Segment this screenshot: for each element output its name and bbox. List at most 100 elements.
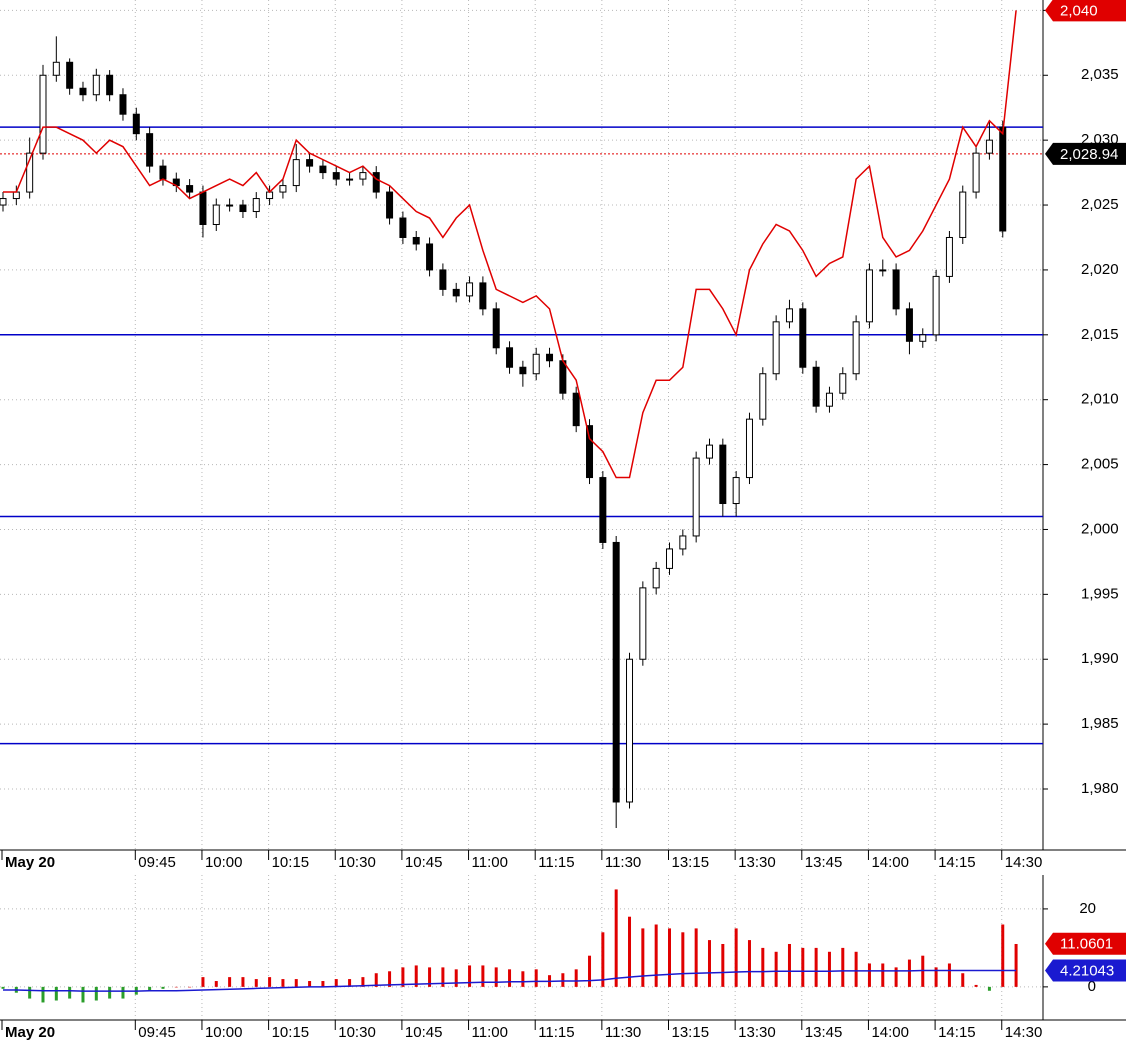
x-tick-label: 10:15	[272, 1024, 310, 1041]
candle-body	[412, 236, 420, 245]
x-tick-label: 14:30	[1005, 1024, 1043, 1041]
x-tick-label: 10:45	[405, 854, 443, 871]
histogram-bar	[734, 928, 738, 987]
histogram-bar	[694, 928, 698, 987]
price-tag	[1045, 142, 1126, 165]
candle-body	[532, 353, 540, 375]
histogram-bar	[707, 940, 711, 987]
y-tick-label: 1,980	[1081, 780, 1119, 797]
candle-body	[919, 334, 927, 342]
histogram-bar	[1001, 924, 1005, 987]
y-tick-label: 2,000	[1081, 520, 1119, 537]
histogram-bar	[481, 965, 485, 987]
histogram-bar	[867, 963, 871, 987]
histogram-bar	[188, 986, 192, 988]
histogram-bar	[521, 971, 525, 987]
histogram-bar	[468, 965, 472, 987]
x-tick-label: 09:45	[138, 1024, 176, 1041]
candle-body	[799, 308, 807, 368]
candle-body	[26, 152, 34, 193]
candle-body	[439, 269, 447, 290]
candle-body	[679, 535, 687, 550]
candle-body	[226, 204, 234, 207]
candle-body	[719, 444, 727, 505]
candle-body	[319, 165, 327, 174]
candle-body	[0, 198, 7, 206]
x-tick-label: 10:15	[272, 854, 310, 871]
x-tick-label: 11:15	[538, 1024, 574, 1041]
candle-body	[999, 126, 1007, 232]
price-tag	[1045, 932, 1126, 955]
overlay-line	[3, 10, 1017, 479]
price-tag	[1045, 0, 1126, 22]
histogram-bar	[41, 986, 45, 1003]
candle-body	[399, 217, 407, 238]
histogram-bar	[321, 981, 325, 987]
price-tag-label: 2,040	[1060, 2, 1098, 19]
candle-body	[119, 94, 127, 115]
histogram-bar	[161, 986, 165, 989]
histogram-bar	[94, 986, 98, 1001]
histogram-bar	[361, 977, 365, 987]
candle-body	[66, 61, 74, 89]
candle-body	[932, 275, 940, 336]
candle-body	[959, 191, 967, 238]
candle-body	[812, 366, 820, 407]
y-tick-label: 2,025	[1081, 196, 1119, 213]
histogram-bar	[588, 955, 592, 987]
histogram-bar	[68, 986, 72, 999]
histogram-bar	[614, 889, 618, 987]
candle-body	[492, 308, 500, 349]
histogram-bar	[148, 986, 152, 991]
histogram-bar	[534, 969, 538, 987]
candle-body	[879, 269, 887, 272]
histogram-bar	[761, 947, 765, 987]
histogram-bar	[747, 940, 751, 987]
histogram-bar	[601, 932, 605, 987]
candle-body	[212, 204, 220, 226]
histogram-bar	[121, 986, 125, 999]
histogram-bar	[854, 951, 858, 987]
candle-body	[972, 152, 980, 193]
histogram-bar	[961, 973, 965, 987]
histogram-bar	[894, 967, 898, 987]
histogram-bar	[214, 981, 218, 987]
x-tick-label: 11:15	[538, 854, 574, 871]
y-tick-label: 2,010	[1081, 391, 1119, 408]
candle-body	[372, 172, 380, 193]
histogram-bar	[934, 967, 938, 987]
x-tick-label: 13:45	[805, 1024, 843, 1041]
candle-body	[279, 185, 287, 193]
histogram-bar	[228, 977, 232, 987]
x-tick-label: 13:30	[738, 1024, 776, 1041]
histogram-bar	[721, 943, 725, 987]
candle-body	[519, 366, 527, 375]
histogram-bar	[294, 979, 298, 987]
histogram-bar	[641, 928, 645, 987]
candle-body	[426, 243, 434, 271]
price-tag-label: 2,028.94	[1060, 146, 1118, 163]
x-tick-label: 09:45	[138, 854, 176, 871]
histogram-bar	[388, 971, 392, 987]
histogram-bar	[947, 963, 951, 987]
candle-body	[559, 360, 567, 394]
candle-body	[639, 587, 647, 660]
histogram-bar	[28, 986, 32, 999]
histogram-bar	[201, 977, 205, 987]
candle-body	[506, 347, 514, 368]
histogram-bar	[81, 986, 85, 1003]
histogram-bar	[374, 973, 378, 987]
candle-body	[252, 198, 260, 213]
y-tick-label: 2,035	[1081, 66, 1119, 83]
x-tick-label: 13:30	[738, 854, 776, 871]
candle-body	[945, 236, 953, 277]
histogram-bar	[1, 986, 5, 989]
x-tick-label: 10:30	[338, 1024, 376, 1041]
candle-body	[452, 288, 460, 297]
y-tick-label: 0	[1088, 978, 1096, 995]
histogram-bar	[654, 924, 658, 987]
candle-body	[92, 74, 100, 96]
histogram-bar	[241, 977, 245, 987]
histogram-bar	[907, 959, 911, 987]
